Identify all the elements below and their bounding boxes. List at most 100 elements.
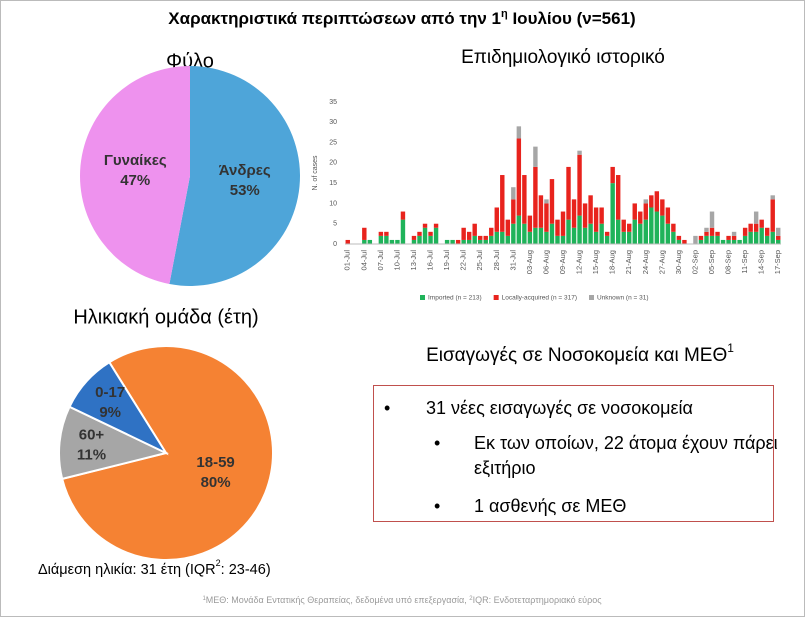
x-tick-label: 05-Sep xyxy=(707,250,716,274)
bar-segment xyxy=(533,146,538,167)
bar-segment xyxy=(544,203,549,232)
bar-segment xyxy=(538,227,544,244)
x-tick-label: 06-Aug xyxy=(541,250,550,274)
bullet: • xyxy=(384,398,391,418)
bar-segment xyxy=(444,239,450,244)
bar-segment xyxy=(478,239,483,244)
bar-segment xyxy=(544,231,549,244)
bar-segment xyxy=(571,227,577,244)
bar-segment xyxy=(737,239,742,244)
bar-segment xyxy=(345,239,350,244)
bar-segment xyxy=(599,207,604,224)
pie-title: Ηλικιακή ομάδα (έτη) xyxy=(73,306,258,328)
bar-segment xyxy=(726,239,731,244)
y-axis-label: N. of cases xyxy=(312,155,319,191)
bar-segment xyxy=(588,223,593,244)
pie-slice xyxy=(68,360,169,456)
bar-segment xyxy=(422,227,428,244)
x-tick-label: 02-Sep xyxy=(690,250,699,274)
bar-segment xyxy=(433,227,439,244)
sub-item: • 1 ασθενής σε ΜΕΘ xyxy=(434,494,804,519)
x-tick-label: 15-Aug xyxy=(591,250,600,274)
x-tick-label: 10-Jul xyxy=(392,250,401,271)
bar-segment xyxy=(748,231,753,244)
bar-segment xyxy=(411,239,417,244)
bar-segment xyxy=(593,207,599,232)
bar-segment xyxy=(533,166,538,228)
bar-segment xyxy=(654,191,660,212)
bar-segment xyxy=(472,223,477,236)
bar-segment xyxy=(660,215,665,244)
x-tick-label: 17-Sep xyxy=(773,250,782,274)
x-tick-label: 13-Jul xyxy=(409,250,418,271)
x-tick-label: 07-Jul xyxy=(376,250,385,271)
bar-segment xyxy=(731,239,737,244)
bar-segment xyxy=(533,227,538,244)
bar-segment xyxy=(478,235,483,240)
legend-label: Unknown (n = 31) xyxy=(597,295,649,302)
footnote-text: ΜΕΘ: Μονάδα Εντατικής Θεραπείας, δεδομέν… xyxy=(206,595,469,605)
bar-segment xyxy=(516,126,522,139)
item-text: Εκ των οποίων, 22 άτομα έχουν πάρει εξιτ… xyxy=(474,433,778,478)
bar-segment xyxy=(715,235,720,244)
x-tick-label: 19-Jul xyxy=(442,250,451,271)
median-sup: 2 xyxy=(216,558,221,568)
bar-segment xyxy=(505,235,511,244)
bar-segment xyxy=(604,235,610,244)
legend-swatch xyxy=(493,295,499,300)
bar-segment xyxy=(400,219,406,244)
bar-segment xyxy=(455,239,461,244)
y-tick-label: 20 xyxy=(329,160,337,167)
pie-slice xyxy=(79,66,190,285)
median-text: : 23-46) xyxy=(221,562,271,578)
bar-segment xyxy=(742,227,748,236)
slice-value: 53% xyxy=(230,182,260,199)
bar-segment xyxy=(770,195,775,200)
bar-segment xyxy=(555,235,560,244)
heading-text: Εισαγωγές σε Νοσοκομεία και ΜΕΘ xyxy=(426,345,727,366)
bar-segment xyxy=(748,223,753,232)
bullet: • xyxy=(434,433,441,453)
legend-swatch xyxy=(589,295,594,300)
bar-segment xyxy=(593,231,599,244)
bar-segment xyxy=(676,239,682,244)
x-tick-label: 24-Aug xyxy=(641,250,650,274)
bar-segment xyxy=(726,235,731,240)
slice-label: Άνδρες xyxy=(219,162,271,179)
bar-segment xyxy=(704,231,709,236)
bar-segment xyxy=(759,227,764,244)
bar-segment xyxy=(676,235,682,240)
y-tick-label: 5 xyxy=(333,221,337,228)
bar-segment xyxy=(643,203,648,220)
bar-segment xyxy=(638,223,643,244)
slice-value: 80% xyxy=(201,474,231,491)
bar-segment xyxy=(649,195,654,208)
bar-segment xyxy=(610,183,615,244)
bar-segment xyxy=(489,227,494,236)
bar-segment xyxy=(764,227,770,236)
bar-segment xyxy=(483,239,488,244)
bar-segment xyxy=(560,235,566,244)
bar-segment xyxy=(709,211,715,228)
bar-segment xyxy=(582,203,588,228)
slice-label: Γυναίκες xyxy=(104,152,167,169)
item-text: 1 ασθενής σε ΜΕΘ xyxy=(474,496,627,516)
x-tick-label: 30-Aug xyxy=(674,250,683,274)
bar-segment xyxy=(643,219,648,244)
x-tick-label: 09-Aug xyxy=(558,250,567,274)
bar-segment xyxy=(649,207,654,244)
bar-segment xyxy=(615,219,621,244)
x-tick-label: 14-Sep xyxy=(757,250,766,274)
bar-segment xyxy=(588,195,593,224)
bar-segment xyxy=(555,219,560,236)
median-text: Διάμεση ηλικία: 31 έτη (IQR xyxy=(38,562,216,578)
x-tick-label: 04-Jul xyxy=(359,250,368,271)
bar-segment xyxy=(776,235,781,240)
x-tick-label: 12-Aug xyxy=(575,250,584,274)
slice-value: 11% xyxy=(77,446,106,463)
bar-segment xyxy=(516,215,522,244)
bar-segment xyxy=(627,231,632,244)
bar-segment xyxy=(549,179,555,224)
footnote-sup: 1 xyxy=(202,596,206,602)
